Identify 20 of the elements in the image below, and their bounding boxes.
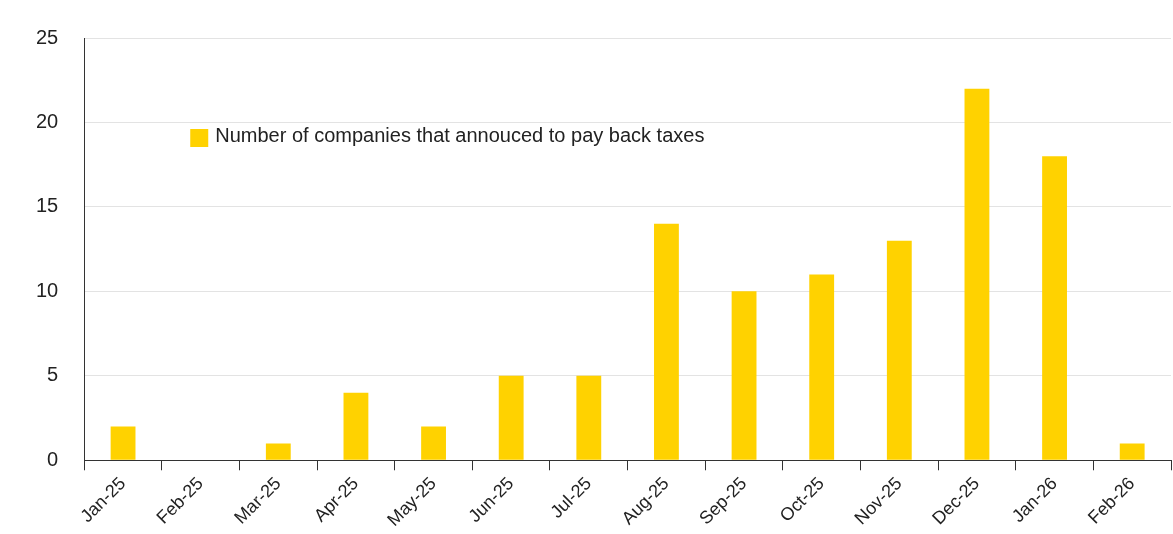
- y-tick-label: 15: [36, 194, 59, 217]
- y-tick-label: 10: [36, 278, 59, 301]
- bar: [343, 392, 369, 460]
- bar: [886, 240, 912, 460]
- bar: [964, 88, 990, 460]
- y-tick-label: 20: [36, 109, 59, 132]
- bar: [498, 375, 524, 460]
- y-tick-label: 0: [47, 447, 59, 470]
- bar: [731, 291, 757, 460]
- bar: [421, 426, 446, 460]
- legend-label: Number of companies that annouced to pay back taxes: [215, 123, 705, 146]
- bar: [265, 443, 291, 460]
- bar: [1042, 156, 1067, 460]
- bar: [654, 223, 679, 460]
- bar: [576, 375, 602, 460]
- bar: [110, 426, 136, 460]
- bar: [809, 274, 835, 460]
- y-tick-label: 5: [47, 363, 59, 386]
- bar: [1119, 443, 1145, 460]
- y-tick-label: 25: [36, 25, 59, 48]
